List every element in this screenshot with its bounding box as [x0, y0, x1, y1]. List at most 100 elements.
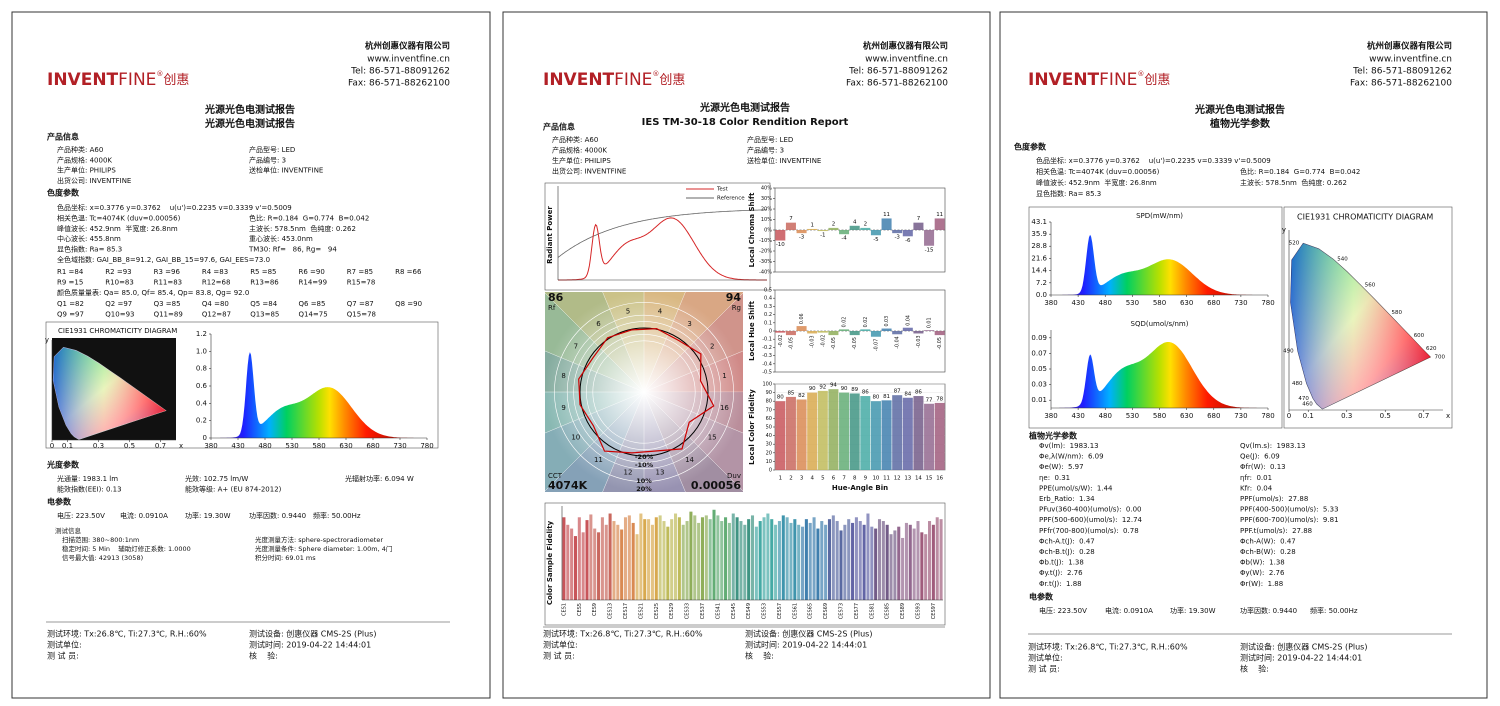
bar: [785, 517, 789, 600]
x-axis-label: x: [1446, 412, 1450, 420]
bar: [808, 522, 812, 600]
x-tick-label: 16: [936, 476, 943, 482]
bar: [743, 524, 747, 600]
field: 峰值波长: 452.9nm 半宽度: 26.8nm: [57, 224, 178, 233]
bin-label: 7: [574, 342, 578, 350]
section-heading: 产品信息: [47, 132, 79, 142]
field: 产品型号: LED: [249, 145, 295, 154]
bar: [913, 396, 924, 470]
bar: [693, 515, 697, 600]
section-heading: 电参数: [47, 497, 72, 507]
bar: [796, 230, 807, 234]
chart-title: CIE1931 CHROMATICITY DIAGRAM: [58, 327, 177, 335]
value-label: 2: [832, 221, 836, 227]
bin-label: 4: [658, 308, 663, 316]
bar: [600, 517, 604, 600]
bar: [720, 521, 724, 600]
bar: [817, 331, 828, 333]
y-tick-label: 14.4: [1031, 267, 1047, 275]
bar: [712, 509, 716, 600]
bin-label: 11: [594, 456, 603, 464]
bar: [724, 517, 728, 600]
x-tick-label: 730: [393, 442, 406, 450]
field: 电流: 0.0910A: [120, 511, 168, 520]
wavelength-label: 560: [1365, 283, 1376, 289]
field: 光效: 102.75 lm/W: [185, 474, 248, 483]
field: Qv(lm.s): 1983.13: [1240, 442, 1306, 450]
logo-fine: FINE: [1099, 70, 1137, 90]
y-axis-label: y: [1282, 226, 1286, 234]
value-label: 80: [777, 395, 784, 401]
x-tick-label: 380: [204, 442, 217, 450]
bin-label: 12: [624, 468, 633, 476]
y-axis-label: y: [45, 336, 49, 344]
bar: [650, 524, 654, 600]
bar: [647, 519, 651, 600]
value-label: -4: [841, 236, 847, 242]
logo-cn: 创惠: [163, 73, 189, 88]
company-name: 杭州创惠仪器有限公司: [863, 41, 948, 52]
value-label: 0.02: [863, 317, 869, 328]
x-tick-label: 630: [1180, 299, 1193, 307]
field: 测试环境: Tx:26.8℃, Ti:27.3℃, R.H.:60%: [47, 629, 207, 639]
company-name: 杭州创惠仪器有限公司: [365, 41, 450, 52]
bar: [697, 522, 701, 600]
report-subtitle: IES TM-30-18 Color Rendition Report: [642, 117, 849, 128]
bar: [573, 536, 577, 600]
bar: [700, 517, 704, 600]
x-tick-label: 780: [420, 442, 433, 450]
x-tick-label: 2: [789, 476, 793, 482]
bar: [766, 513, 770, 600]
y-tick-label: 10%: [761, 217, 772, 223]
bar: [620, 529, 624, 600]
field: PPF(500-600)(umol/s): 12.74: [1039, 516, 1143, 524]
wavelength-label: 520: [1289, 241, 1300, 247]
wavelength-label: 620: [1426, 346, 1437, 352]
bin-label: 16: [720, 404, 729, 412]
logo-fine: FINE: [118, 70, 156, 90]
duv-value: 0.00056: [691, 479, 741, 492]
ring-label: -20%: [635, 453, 654, 461]
bin-label: 8: [561, 372, 565, 380]
field: Φch-B.t(J): 0.28: [1039, 548, 1095, 556]
company-fax: Fax: 86-571-88262100: [348, 79, 450, 89]
bar: [807, 392, 818, 470]
y-tick-label: 0.09: [1031, 334, 1047, 342]
field: 产品种类: A60: [552, 135, 598, 144]
x-tick-label: 10: [872, 476, 879, 482]
y-tick-label: 0.0: [1036, 291, 1047, 299]
field: 色比: R=0.184 G=0.774 B=0.042: [249, 213, 369, 222]
value-label: 78: [936, 396, 943, 402]
bin-label: 6: [596, 320, 601, 328]
x-tick-label: 0.3: [93, 442, 104, 450]
bar: [866, 513, 870, 600]
value-label: 11: [883, 212, 890, 218]
value-label: -10: [776, 242, 785, 248]
value-label: -3: [894, 235, 900, 241]
q-value: Q13=85: [250, 310, 279, 318]
value-label: 84: [904, 391, 911, 397]
x-tick-label: CES17: [623, 603, 629, 619]
x-tick-label: 0: [1287, 412, 1291, 420]
bar: [877, 519, 882, 600]
value-label: 0.01: [927, 317, 933, 328]
field: 电压: 223.50V: [57, 511, 105, 520]
bar: [849, 331, 860, 336]
field: 产品编号: 3: [249, 155, 286, 164]
bar: [904, 522, 908, 600]
bar: [585, 520, 589, 600]
chart-box: [1283, 206, 1453, 429]
x-tick-label: 0.5: [124, 442, 135, 450]
rg-label: Rg: [732, 304, 741, 312]
bin-label: 15: [708, 434, 717, 442]
x-tick-label: 6: [832, 476, 836, 482]
field: 功率: 19.30W: [1170, 606, 1216, 615]
field: 测试时间: 2019-04-22 14:44:01: [1240, 653, 1362, 663]
chart-box: [1028, 206, 1283, 429]
x-tick-label: 730: [1234, 412, 1247, 420]
y-tick-label: -0.5: [762, 370, 772, 376]
ri-value: R7 =85: [347, 268, 373, 276]
y-tick-label: 40: [766, 433, 772, 439]
bar: [785, 331, 796, 336]
x-tick-label: 11: [883, 476, 890, 482]
